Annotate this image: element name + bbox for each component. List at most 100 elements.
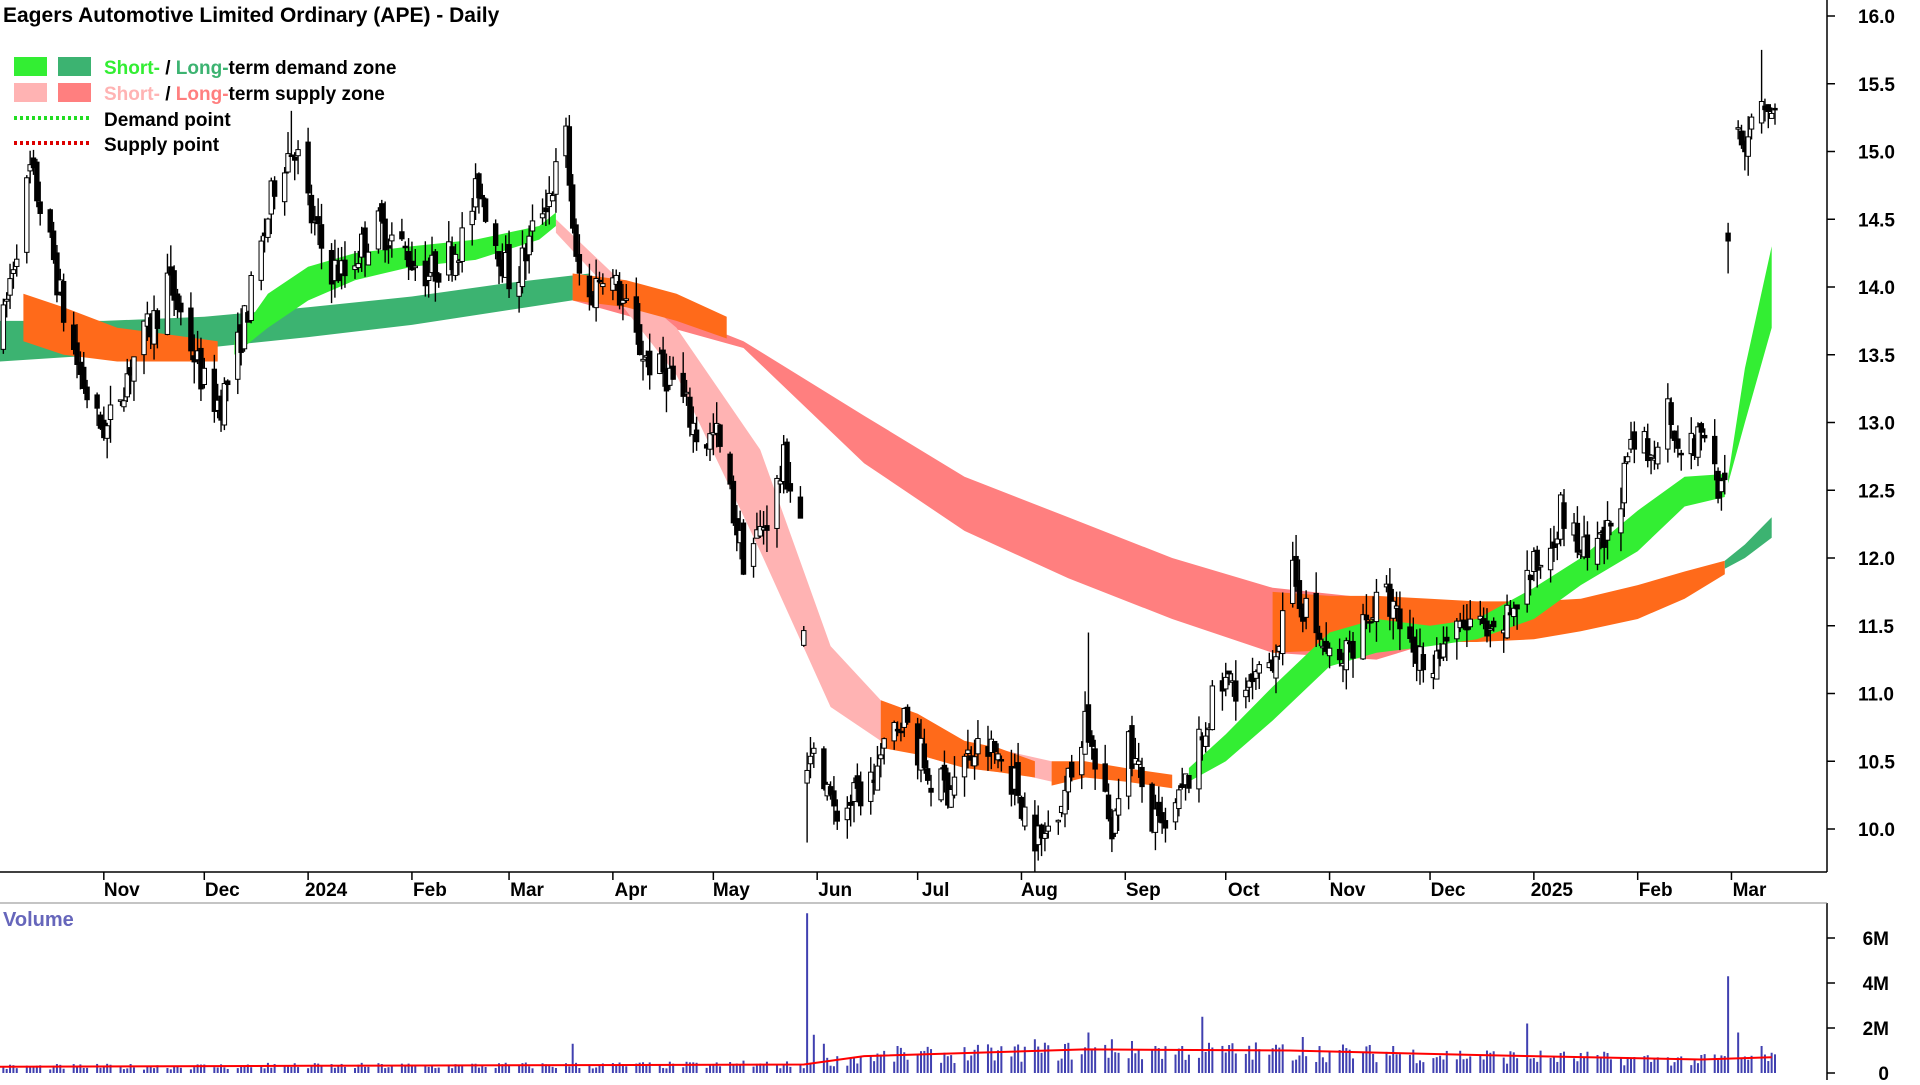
candle-body	[292, 156, 298, 161]
candle	[951, 756, 958, 799]
candle	[613, 269, 619, 291]
candle	[10, 261, 17, 289]
candle	[1631, 421, 1638, 464]
candle-body	[1393, 605, 1400, 609]
candle-body	[975, 738, 981, 755]
candle-body	[1645, 438, 1651, 462]
candle-body	[1045, 825, 1051, 832]
candle	[1360, 603, 1366, 660]
price-tick-label: 12.0	[1858, 549, 1895, 570]
legend-supply-rest-text: term supply zone	[229, 84, 385, 105]
candle-body	[1253, 671, 1259, 679]
candle	[1092, 739, 1098, 790]
candle	[1172, 798, 1179, 830]
candle	[844, 796, 851, 839]
candle-body	[308, 194, 315, 224]
candle	[1618, 487, 1624, 552]
candle-body	[47, 209, 53, 233]
candle	[1722, 454, 1728, 495]
candle-body	[797, 496, 804, 519]
candle	[425, 257, 432, 298]
candle	[315, 198, 321, 246]
candle	[436, 272, 442, 288]
candle	[774, 474, 780, 548]
candle-body	[1467, 618, 1473, 628]
candle	[1102, 744, 1108, 793]
candle	[375, 207, 382, 254]
candle-body	[1765, 104, 1772, 113]
candle-body	[104, 425, 110, 439]
candle	[131, 356, 137, 401]
candle-body	[1223, 676, 1229, 690]
candle-body	[874, 765, 881, 791]
candle-body	[1135, 760, 1142, 765]
candle	[258, 235, 264, 291]
candle	[730, 475, 737, 526]
candle	[1186, 775, 1192, 794]
candle	[121, 387, 127, 412]
candle-body	[878, 754, 884, 760]
candle-body	[1514, 604, 1520, 610]
candle	[566, 115, 573, 202]
candle	[1273, 644, 1279, 694]
candle-body	[171, 270, 177, 301]
candle	[318, 203, 325, 270]
candle-body	[382, 218, 388, 251]
candle-body	[680, 372, 686, 397]
candle	[281, 167, 288, 216]
candle-body	[961, 755, 968, 778]
zone-short-demand-1	[234, 212, 556, 355]
candle	[1444, 626, 1450, 662]
candle	[1336, 638, 1343, 667]
candle	[1390, 588, 1396, 640]
candle	[847, 794, 854, 827]
candle	[479, 183, 485, 208]
candle-body	[1089, 735, 1095, 747]
candle-body	[1296, 580, 1303, 609]
price-tick-label: 10.0	[1858, 820, 1895, 841]
candle-body	[1487, 628, 1494, 631]
candle-body	[1698, 423, 1705, 433]
candle-body	[1397, 608, 1403, 630]
candle	[1068, 754, 1075, 782]
candle-body	[1042, 832, 1048, 839]
candle-body	[34, 161, 40, 202]
candle	[1454, 618, 1460, 660]
candle-body	[1594, 537, 1601, 565]
date-tick-label: Oct	[1228, 880, 1260, 901]
candle-body	[596, 279, 603, 283]
candle-body	[847, 801, 854, 806]
candle	[1387, 568, 1393, 631]
candle	[1233, 660, 1239, 721]
candle-body	[1055, 819, 1062, 823]
candle-body	[1624, 456, 1631, 463]
candle	[553, 148, 559, 213]
candle-body	[54, 252, 60, 296]
candle-body	[1373, 591, 1380, 623]
candle	[1115, 778, 1122, 831]
candle-body	[881, 738, 887, 749]
candle-body	[1186, 775, 1192, 789]
candle-body	[1444, 636, 1450, 642]
zone-short-demand-3	[1728, 246, 1772, 484]
legend-short-supply-swatch	[14, 83, 47, 102]
candle	[1735, 120, 1741, 140]
candle-body	[81, 366, 87, 389]
price-tick-label: 11.5	[1858, 617, 1894, 638]
candle	[7, 263, 13, 309]
candle-body	[178, 302, 184, 313]
candle	[1112, 808, 1118, 837]
price-tick-label: 14.0	[1858, 278, 1895, 299]
zone-layer	[0, 212, 1772, 789]
candle-body	[342, 259, 348, 277]
candle	[389, 222, 395, 258]
candle-body	[469, 210, 475, 226]
candle-body	[924, 768, 931, 781]
candle	[1407, 609, 1413, 643]
candle-body	[1387, 583, 1393, 617]
candle	[271, 176, 278, 210]
candle-body	[948, 788, 954, 808]
candle-body	[1420, 654, 1427, 671]
candle-body	[405, 251, 412, 267]
